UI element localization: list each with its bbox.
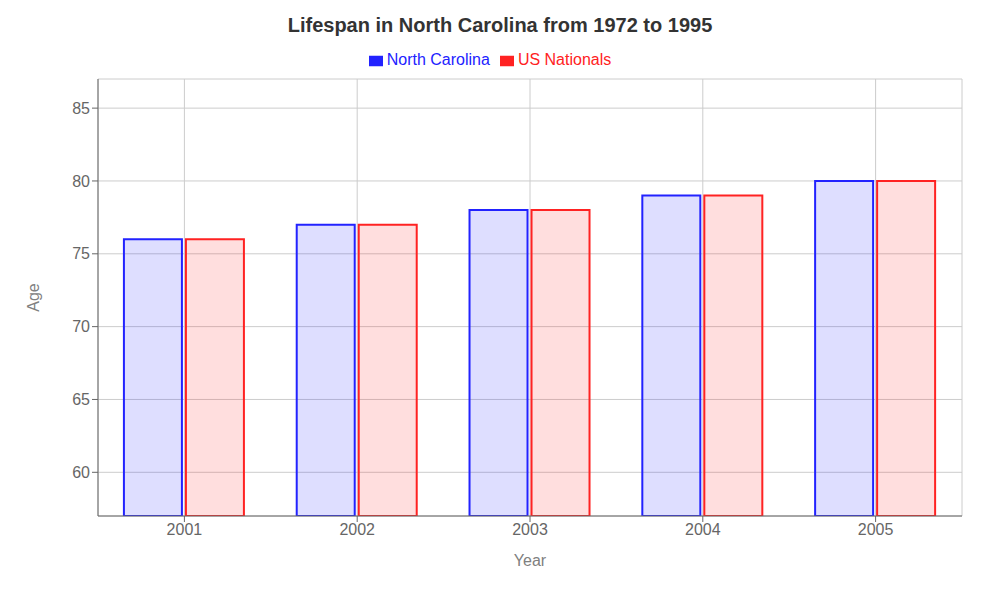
svg-text:Age: Age bbox=[25, 283, 42, 312]
svg-text:2004: 2004 bbox=[685, 521, 721, 538]
html-text:Lifespan in North Carolina fro: Lifespan in North Carolina from 1972 to … bbox=[287, 14, 713, 36]
svg-text:2002: 2002 bbox=[339, 521, 375, 538]
svg-text:60: 60 bbox=[72, 464, 90, 481]
svg-text:65: 65 bbox=[72, 391, 90, 408]
svg-text:75: 75 bbox=[72, 245, 90, 262]
svg-text:2001: 2001 bbox=[167, 521, 203, 538]
svg-text:80: 80 bbox=[72, 173, 90, 190]
svg-text:2003: 2003 bbox=[512, 521, 548, 538]
svg-text:85: 85 bbox=[72, 100, 90, 117]
html-text:North Carolina: North Carolina bbox=[386, 51, 490, 68]
svg-text:70: 70 bbox=[72, 318, 90, 335]
svg-text:2005: 2005 bbox=[858, 521, 894, 538]
svg-text:Year: Year bbox=[514, 552, 547, 569]
html-text:US Nationals: US Nationals bbox=[517, 51, 612, 68]
